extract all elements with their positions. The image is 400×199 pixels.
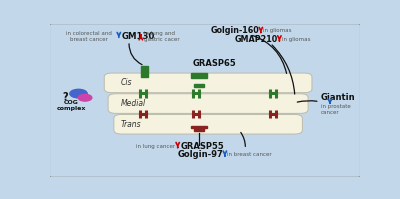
FancyBboxPatch shape	[114, 114, 302, 134]
Text: Medial: Medial	[121, 99, 146, 108]
Text: in lung and
gastric cacer: in lung and gastric cacer	[144, 30, 179, 42]
Text: in breast cancer: in breast cancer	[227, 152, 272, 157]
Text: Giantin: Giantin	[321, 93, 355, 102]
Text: COG
complex: COG complex	[56, 100, 86, 111]
FancyBboxPatch shape	[108, 94, 308, 113]
FancyBboxPatch shape	[104, 73, 312, 93]
Text: GM130: GM130	[122, 32, 155, 41]
Bar	[194, 84, 204, 87]
Text: in gliomas: in gliomas	[263, 28, 292, 33]
Bar	[141, 66, 148, 77]
Text: in colorectal and
breast cancer: in colorectal and breast cancer	[66, 30, 112, 42]
Circle shape	[78, 94, 92, 101]
Text: in prostate
cancer: in prostate cancer	[321, 104, 350, 115]
Circle shape	[70, 89, 87, 98]
Text: ?: ?	[62, 92, 68, 102]
Text: GMAP210: GMAP210	[234, 35, 278, 44]
Bar	[191, 73, 206, 77]
Text: GRASP55: GRASP55	[180, 142, 224, 151]
Text: Golgin-160: Golgin-160	[210, 26, 259, 35]
Bar	[191, 126, 206, 129]
Text: Golgin-97: Golgin-97	[177, 150, 223, 159]
Text: in lung cancer: in lung cancer	[136, 144, 176, 149]
Bar	[194, 128, 204, 131]
Text: GRASP65: GRASP65	[192, 60, 236, 68]
Text: in gliomas: in gliomas	[282, 37, 310, 42]
Text: Cis: Cis	[121, 78, 132, 87]
Text: Trans: Trans	[121, 120, 141, 129]
